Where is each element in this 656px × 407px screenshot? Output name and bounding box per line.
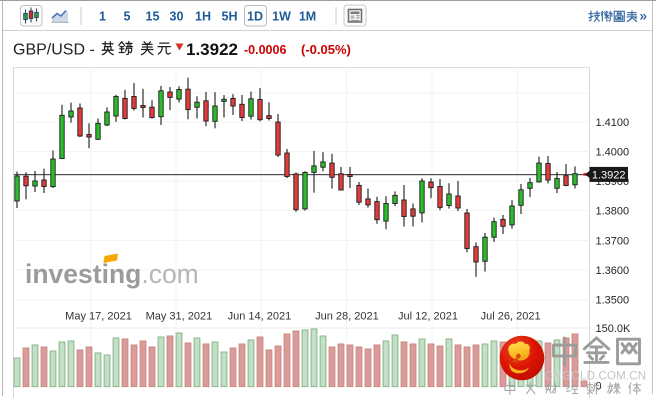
svg-text:30: 30: [170, 10, 184, 24]
svg-text:Jul 12, 2021: Jul 12, 2021: [398, 311, 458, 323]
svg-text:1H: 1H: [195, 10, 211, 24]
svg-text:Jun 28, 2021: Jun 28, 2021: [315, 311, 379, 323]
svg-text:investing.com: investing.com: [25, 259, 199, 289]
svg-text:CNGOLD.COM.CN: CNGOLD.COM.CN: [545, 371, 647, 383]
svg-text:1.3700: 1.3700: [596, 235, 630, 247]
svg-text:1.3800: 1.3800: [596, 206, 630, 218]
svg-text:May 17, 2021: May 17, 2021: [65, 311, 132, 323]
svg-text:1.3922: 1.3922: [592, 170, 626, 182]
svg-text:1W: 1W: [272, 10, 291, 24]
svg-text:5H: 5H: [222, 10, 238, 24]
svg-text:»: »: [640, 8, 648, 23]
svg-text:Jun 14, 2021: Jun 14, 2021: [228, 311, 292, 323]
svg-text:1.3600: 1.3600: [596, 265, 630, 277]
svg-text:15: 15: [146, 10, 160, 24]
svg-text:1D: 1D: [247, 10, 263, 24]
svg-text:1: 1: [99, 10, 106, 24]
svg-text:0: 0: [596, 380, 602, 392]
svg-text:1.4100: 1.4100: [596, 117, 630, 129]
svg-text:1M: 1M: [299, 10, 316, 24]
svg-text:May 31, 2021: May 31, 2021: [146, 311, 213, 323]
svg-text:GBP/USD -: GBP/USD -: [13, 42, 95, 59]
svg-text:(-0.05%): (-0.05%): [301, 42, 351, 57]
svg-text:-0.0006: -0.0006: [244, 43, 286, 57]
svg-text:1.3922: 1.3922: [186, 40, 238, 59]
svg-text:1.3500: 1.3500: [596, 295, 630, 307]
svg-text:150.0K: 150.0K: [596, 323, 632, 335]
svg-text:5: 5: [124, 10, 131, 24]
svg-text:1.4000: 1.4000: [596, 146, 630, 158]
svg-text:Jul 26, 2021: Jul 26, 2021: [481, 311, 541, 323]
